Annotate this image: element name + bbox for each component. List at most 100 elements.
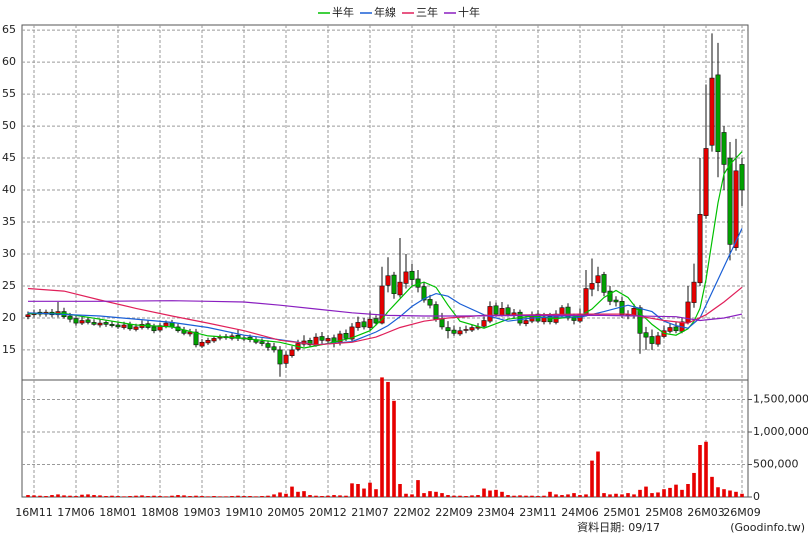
volume-bar: [164, 496, 168, 497]
volume-bar: [362, 488, 366, 497]
candle-body: [103, 322, 109, 325]
candle-body: [403, 271, 409, 284]
volume-bar: [482, 488, 486, 497]
x-tick-label: 20M05: [267, 506, 305, 519]
volume-bar: [110, 495, 114, 497]
volume-bar: [476, 495, 480, 497]
candle-body: [643, 332, 649, 338]
candle-body: [649, 336, 655, 344]
volume-tick-label: 0: [753, 490, 760, 503]
candle-body: [361, 321, 367, 328]
volume-bar: [584, 494, 588, 497]
volume-bar: [224, 496, 228, 497]
candle-body: [211, 338, 217, 342]
candle-body: [499, 308, 505, 316]
volume-bar: [374, 489, 378, 497]
candle-body: [67, 315, 73, 320]
volume-bar: [92, 495, 96, 497]
candle-body: [559, 307, 565, 316]
y-tick-label: 15: [2, 343, 16, 356]
candle-body: [637, 307, 643, 334]
x-tick-label: 24M06: [561, 506, 599, 519]
volume-bar: [236, 495, 240, 497]
volume-bar: [386, 381, 390, 497]
volume-bar: [464, 496, 468, 497]
volume-bar: [116, 496, 120, 497]
candle-body: [739, 164, 745, 191]
x-tick-label: 25M08: [645, 506, 683, 519]
volume-bar: [470, 495, 474, 497]
candle-body: [721, 132, 727, 165]
volume-bar: [566, 494, 570, 497]
volume-bar: [278, 492, 282, 497]
candle-body: [73, 318, 79, 324]
x-tick-label: 19M03: [183, 506, 221, 519]
volume-bar: [266, 495, 270, 497]
candle-body: [115, 324, 121, 328]
candle-body: [133, 326, 139, 330]
volume-bar: [170, 495, 174, 497]
candle-body: [151, 326, 157, 332]
candle-body: [367, 318, 373, 328]
volume-bar: [50, 495, 54, 497]
candle-body: [397, 281, 403, 296]
x-tick-label: 25M01: [603, 506, 641, 519]
candle-body: [265, 343, 271, 348]
volume-bar: [176, 495, 180, 497]
candle-body: [97, 322, 103, 326]
candle-body: [199, 341, 205, 347]
x-tick-label: 16M11: [15, 506, 53, 519]
x-tick-label: 22M09: [435, 506, 473, 519]
ma-line: [28, 300, 743, 322]
x-tick-label: 22M02: [393, 506, 431, 519]
candle-body: [277, 349, 283, 365]
volume-bar: [32, 495, 36, 497]
volume-tick-label: 1,000,000: [753, 425, 808, 438]
candle-body: [463, 329, 469, 331]
volume-bar: [410, 494, 414, 497]
y-tick-label: 30: [2, 247, 16, 260]
candle-body: [349, 326, 355, 340]
candle-body: [601, 274, 607, 293]
candle-body: [667, 327, 673, 332]
volume-bar: [188, 496, 192, 497]
volume-bar: [338, 495, 342, 497]
volume-bar: [326, 495, 330, 497]
volume-bar: [104, 496, 108, 497]
volume-bar: [218, 496, 222, 497]
y-tick-label: 35: [2, 215, 16, 228]
x-tick-label: 18M01: [99, 506, 137, 519]
volume-bar: [86, 494, 90, 497]
volume-bar: [140, 495, 144, 497]
volume-bar: [428, 491, 432, 497]
volume-bar: [98, 495, 102, 497]
candle-body: [607, 290, 613, 302]
candle-body: [487, 306, 493, 322]
volume-bar: [620, 494, 624, 497]
candle-body: [259, 341, 265, 344]
volume-bar: [56, 494, 60, 497]
volume-bar: [596, 451, 600, 497]
legend-label: 三年: [416, 5, 438, 19]
volume-bar: [578, 495, 582, 497]
candle-body: [427, 299, 433, 306]
volume-tick-label: 500,000: [753, 458, 799, 471]
candle-body: [25, 314, 31, 317]
candle-body: [727, 157, 733, 245]
volume-bar: [26, 495, 30, 497]
volume-bar: [398, 484, 402, 497]
volume-bar: [728, 490, 732, 497]
y-tick-label: 45: [2, 151, 16, 164]
volume-bar: [344, 495, 348, 497]
candle-body: [109, 324, 115, 326]
candle-body: [391, 274, 397, 294]
candle-body: [685, 301, 691, 323]
x-tick-label: 23M04: [477, 506, 515, 519]
volume-bar: [290, 486, 294, 497]
candle-body: [325, 338, 331, 342]
volume-bar: [440, 493, 444, 497]
candle-body: [373, 318, 379, 324]
candle-body: [439, 318, 445, 328]
candle-body: [673, 326, 679, 332]
x-tick-label: 17M06: [57, 506, 95, 519]
